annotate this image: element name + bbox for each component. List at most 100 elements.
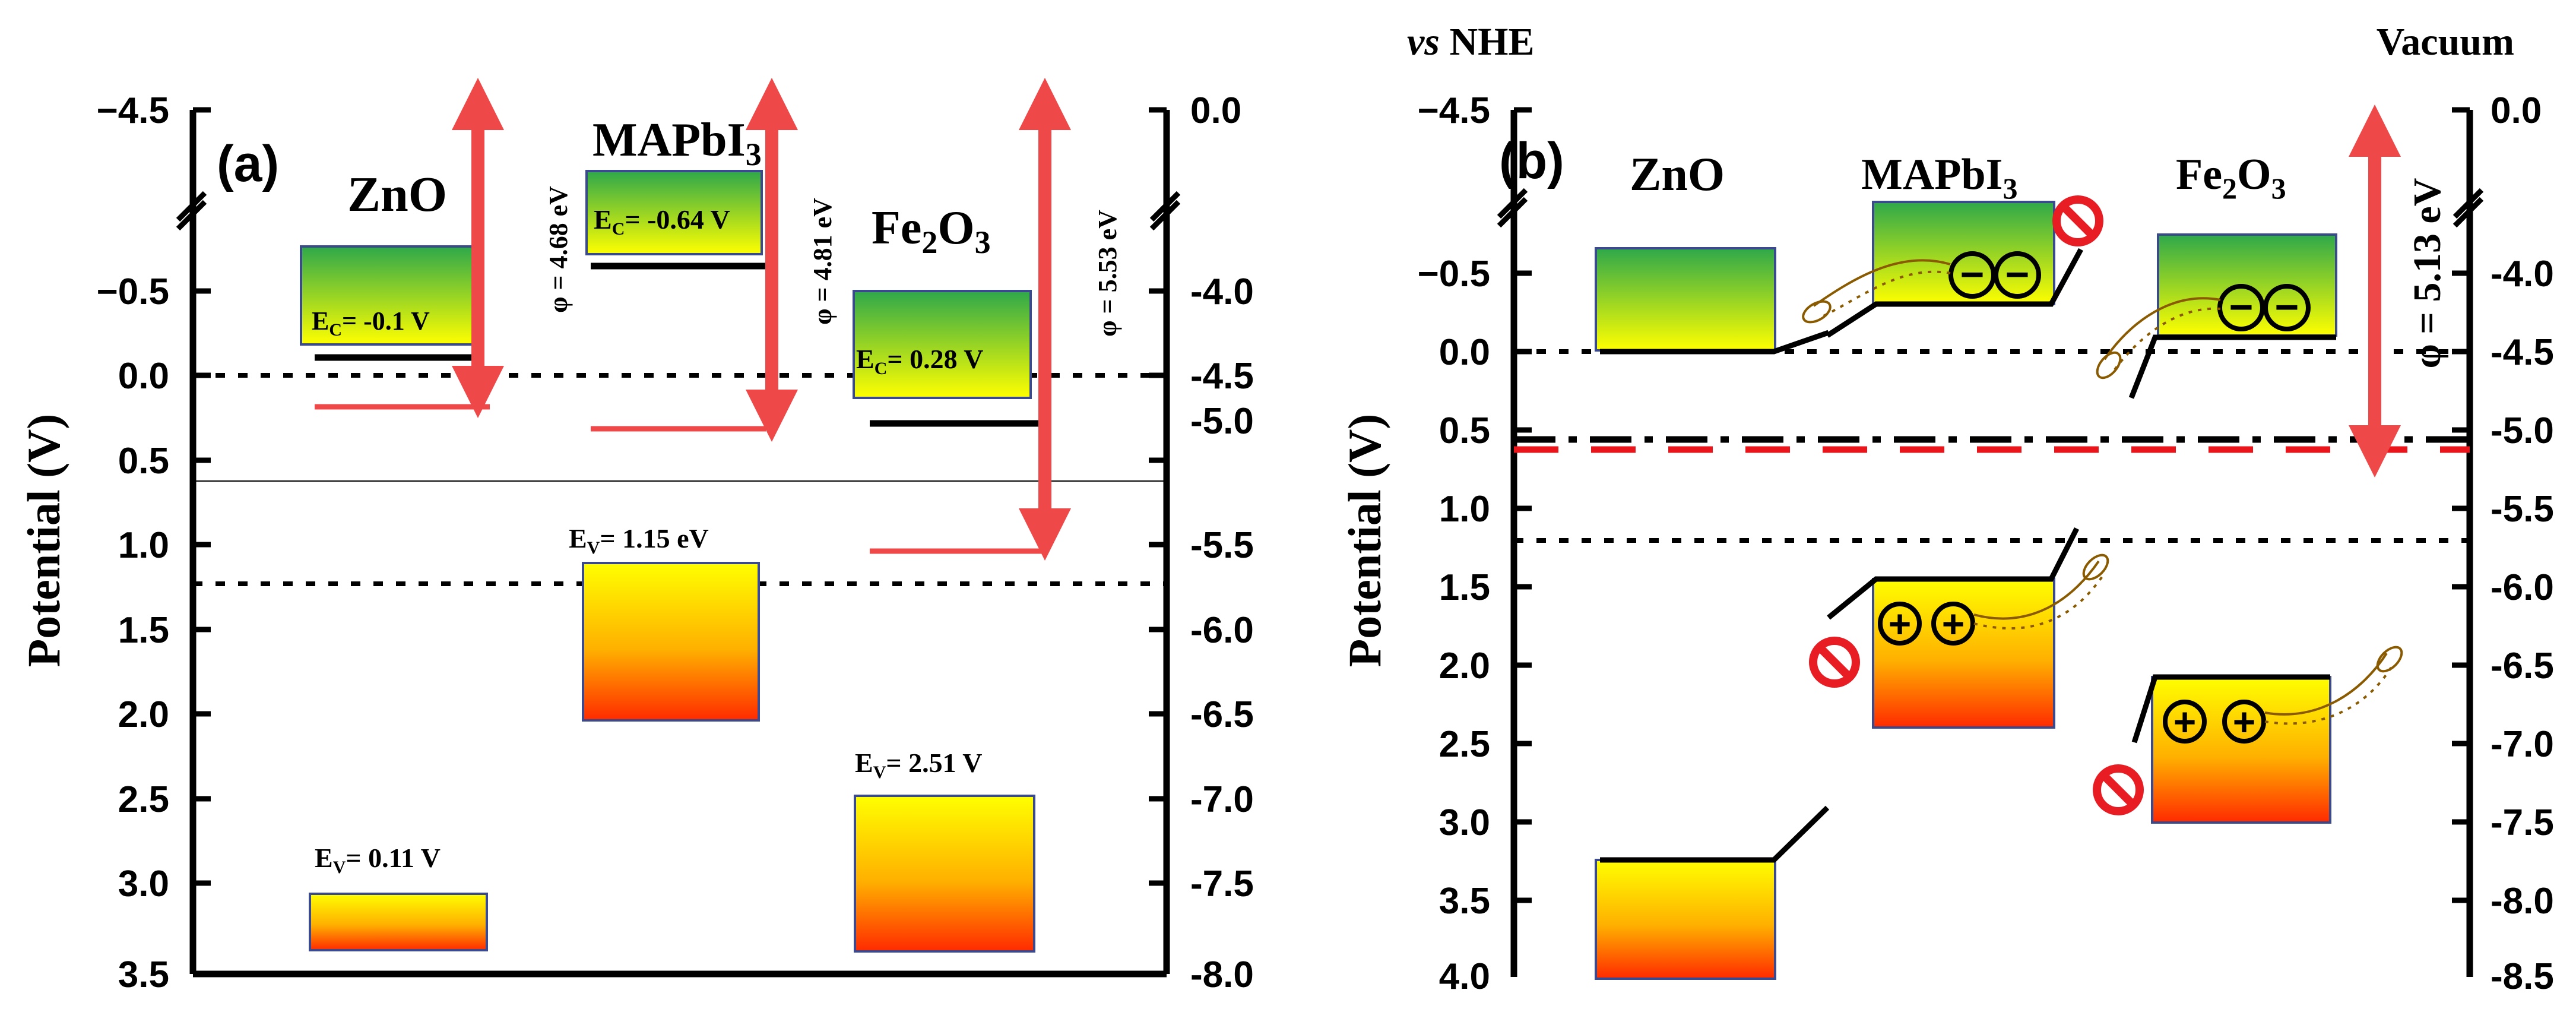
tick-label: 0.0 [1439, 332, 1490, 373]
tick-label: 4.0 [1439, 956, 1490, 997]
tick-label: −4.5 [1418, 90, 1490, 131]
panel-b-work-function-label: φ = 5.13 eV [2406, 178, 2449, 369]
electron-symbol: − [2229, 284, 2254, 330]
tick-label: 3.5 [118, 954, 169, 995]
panel-b-label: (b) [1499, 132, 1564, 189]
mapbi3-conduction-band [585, 170, 763, 255]
tick-label: −4.5 [97, 90, 169, 131]
panel-b: vs NHE Vacuum [1339, 20, 2554, 997]
tick-label: -8.0 [1190, 954, 1254, 995]
tick-label: 2.0 [118, 694, 169, 735]
tick-label: 3.5 [1439, 881, 1490, 922]
panel-b-y-axis-label: Potential (V) [1339, 414, 1390, 668]
tick-label: 3.0 [118, 863, 169, 904]
prohibited-icon [2093, 764, 2144, 815]
panel-a: −4.5 −0.5 0.0 0.5 1.0 1.5 2.0 2.5 3.0 3.… [18, 78, 1254, 995]
hole-trail-icon [2264, 652, 2388, 716]
panel-a-axis-break [176, 191, 1181, 231]
zno-ec-label: EC= -0.1 V [312, 306, 430, 340]
fe2o3-ec-label: EC= 0.28 V [856, 344, 983, 378]
tick-label: -6.5 [1190, 694, 1254, 735]
panel-b-zno-valence-band [1595, 859, 1776, 980]
tick-label: 0.5 [118, 441, 169, 482]
zno-name: ZnO [347, 167, 447, 222]
panel-b-mapbi3-name: MAPbI3 [1861, 150, 2017, 205]
tick-label: -7.0 [2491, 724, 2554, 765]
hole-icon [2222, 700, 2266, 744]
electron-symbol: − [2005, 251, 2030, 298]
panel-a-right-tick-labels: 0.0 -4.0 -4.5 -5.0 -5.5 -6.0 -6.5 -7.0 -… [1190, 90, 1254, 995]
electron-trail-icon [1819, 270, 1951, 319]
electron-comet-head-icon [1802, 300, 1832, 324]
fe2o3-name: Fe2O3 [872, 202, 991, 260]
mapbi3-ev-label: EV= 1.15 eV [569, 523, 709, 558]
tick-label: -4.5 [2491, 332, 2554, 373]
tick-label: 1.5 [118, 610, 169, 651]
tick-label: -7.5 [2491, 802, 2554, 843]
panel-b-fe2o3-cb-edge [2128, 334, 2336, 399]
hole-symbol: + [1942, 602, 1965, 646]
mapbi3-valence-band [582, 562, 760, 722]
charge-trails [1802, 259, 2403, 725]
tick-label: 1.0 [118, 525, 169, 566]
panel-b-left-ticks [1514, 107, 1532, 903]
tick-label: 0.0 [1190, 90, 1241, 131]
tick-label: -6.0 [1190, 610, 1254, 651]
hole-icon [1931, 602, 1975, 646]
hole-symbol: + [2233, 700, 2256, 744]
zno-ev-label: EV= 0.11 V [315, 843, 441, 877]
electron-trail-icon [1813, 259, 1951, 307]
tick-label: 2.5 [1439, 724, 1490, 765]
tick-label: -8.5 [2491, 956, 2554, 997]
panel-b-mapbi3-vb-edge [1827, 527, 2080, 620]
tick-label: −0.5 [1418, 254, 1490, 295]
tick-label: -4.0 [2491, 254, 2554, 295]
electron-icon [1994, 251, 2041, 299]
hole-icon [2163, 700, 2207, 744]
panel-b-left-tick-labels: −4.5 −0.5 0.0 0.5 1.0 1.5 2.0 2.5 3.0 3.… [1418, 90, 1490, 997]
panel-a-left-ticks [193, 107, 211, 886]
mapbi3-work-function-label: φ = 4.81 eV [808, 198, 837, 325]
tick-label: -7.0 [1190, 779, 1254, 820]
tick-label: 2.0 [1439, 646, 1490, 687]
tick-label: 1.0 [1439, 489, 1490, 530]
tick-label: -8.0 [2491, 881, 2554, 922]
fe2o3-work-function-label: φ = 5.53 eV [1093, 210, 1122, 337]
tick-label: 0.0 [118, 356, 169, 397]
panel-b-fe2o3-name: Fe2O3 [2176, 150, 2286, 205]
tick-label: -5.5 [2491, 489, 2554, 530]
panel-b-header-vacuum: Vacuum [2377, 20, 2514, 64]
tick-label: 0.0 [2491, 90, 2542, 131]
tick-label: -6.5 [2491, 646, 2554, 687]
electron-icon [2263, 284, 2311, 331]
panel-b-zno-cb-edge [1600, 330, 1830, 355]
tick-label: -6.0 [2491, 567, 2554, 608]
tick-label: 0.5 [1439, 410, 1490, 451]
tick-label: -7.5 [1190, 863, 1254, 904]
mapbi3-holes: + + [1878, 602, 1975, 646]
mapbi3-name: MAPbI3 [592, 114, 762, 172]
hole-trail-icon [2264, 664, 2394, 725]
tick-label: 2.5 [118, 779, 169, 820]
tick-label: −0.5 [97, 271, 169, 312]
tick-label: -5.5 [1190, 525, 1254, 566]
electron-comet-head-icon [2096, 351, 2122, 379]
panel-a-label: (a) [217, 135, 279, 192]
panel-b-zno-vb-edge [1600, 805, 1830, 863]
fe2o3-ev-label: EV= 2.51 V [855, 748, 982, 782]
panel-b-fe2o3-valence-band [2151, 676, 2331, 824]
electron-symbol: − [1960, 251, 1985, 298]
hole-trail-icon [1973, 572, 2106, 630]
panel-b-right-ticks [2452, 107, 2470, 903]
fe2o3-valence-band [854, 795, 1035, 953]
panel-b-axis-break [1497, 188, 2484, 228]
hole-comet-head-icon [2376, 646, 2403, 673]
hole-symbol: + [1889, 602, 1912, 646]
electron-symbol: − [2275, 284, 2299, 330]
tick-label: 1.5 [1439, 567, 1490, 608]
prohibited-icon [2052, 195, 2103, 246]
panel-a-right-ticks [1149, 107, 1167, 886]
blocked-icons [1809, 195, 2144, 815]
tick-label: -4.5 [1190, 356, 1254, 397]
fe2o3-electrons: − − [2217, 284, 2311, 331]
